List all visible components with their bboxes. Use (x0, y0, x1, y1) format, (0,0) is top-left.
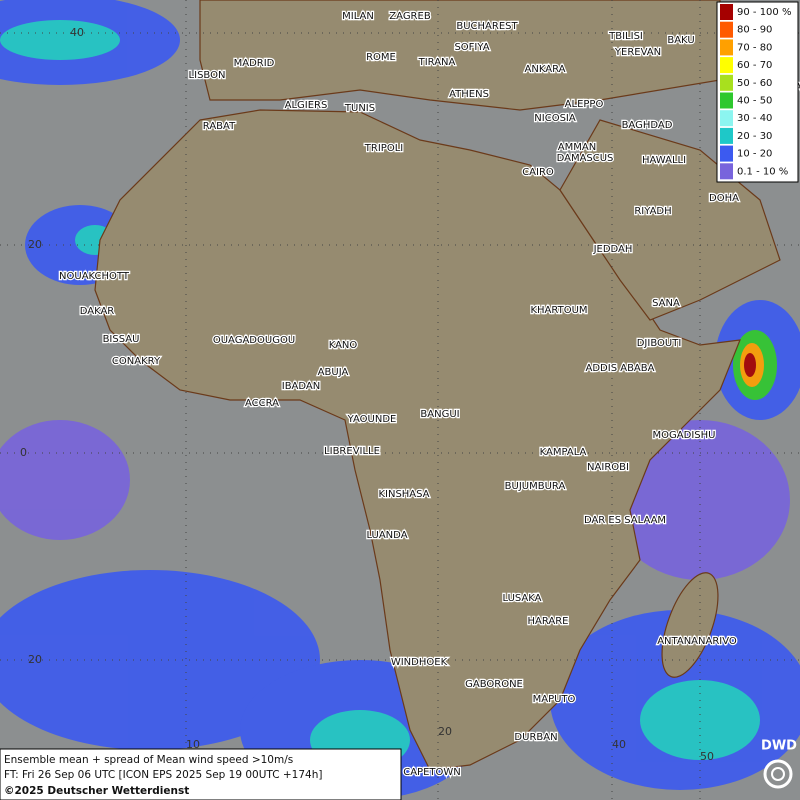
graticule-label: 50 (700, 750, 714, 763)
legend-label: 90 - 100 % (737, 7, 791, 18)
city-label: JEDDAH (593, 244, 633, 255)
legend-swatch (720, 92, 733, 109)
city-label: ROME (366, 52, 396, 63)
city-label: RIYADH (634, 206, 671, 217)
city-label: CAIRO (522, 167, 554, 178)
city-label: RABAT (203, 121, 236, 132)
city-label: TIRANA (418, 57, 456, 68)
city-label: ABUJA (318, 367, 349, 378)
legend-label: 30 - 40 (737, 113, 772, 124)
city-label: CONAKRY (112, 356, 161, 367)
city-label: KHARTOUM (530, 305, 587, 316)
city-label: HAWALLI (642, 155, 686, 166)
footer: Ensemble mean + spread of Mean wind spee… (0, 748, 402, 800)
city-label: IBADAN (282, 381, 321, 392)
city-label: BISSAU (103, 334, 140, 345)
logo-icon (771, 767, 785, 781)
logo: DWD (761, 739, 797, 789)
legend-swatch (720, 74, 733, 91)
city-label: SOFIYA (454, 42, 489, 53)
city-label: NICOSIA (534, 113, 576, 124)
city-label: HARARE (527, 616, 568, 627)
city-label: ANKARA (525, 64, 566, 75)
city-label: CAPETOWN (403, 767, 461, 778)
city-label: DOHA (709, 193, 739, 204)
legend-swatch (720, 4, 733, 20)
legend-label: 70 - 80 (737, 42, 772, 53)
city-label: ANTANANARIVO (657, 636, 737, 647)
city-label: BUJUMBURA (505, 481, 566, 492)
footer-box (0, 748, 402, 800)
city-label: YAOUNDE (347, 414, 397, 425)
city-label: MAPUTO (533, 694, 576, 705)
legend-swatch (720, 163, 733, 180)
city-label: KINSHASA (378, 489, 429, 500)
legend-label: 20 - 30 (737, 131, 772, 142)
city-label: BAKU (667, 35, 694, 46)
legend-swatch (720, 110, 733, 127)
city-label: BAGHDAD (622, 120, 673, 131)
legend-label: 60 - 70 (737, 60, 772, 71)
city-label: ATHENS (449, 89, 489, 100)
city-label: DAR ES SALAAM (584, 515, 666, 526)
graticule-label: 20 (28, 653, 42, 666)
city-label: NAIROBI (587, 462, 629, 473)
legend-label: 40 - 50 (737, 96, 772, 107)
city-label: DJIBOUTI (637, 338, 682, 349)
city-label: TRIPOLI (364, 143, 403, 154)
city-label: TUNIS (344, 103, 375, 114)
city-label: LIBREVILLE (324, 446, 380, 457)
legend-swatch (720, 57, 733, 74)
city-label: WINDHOEK (391, 657, 448, 668)
copyright: ©2025 Deutscher Wetterdienst (4, 785, 189, 797)
city-label: KAMPALA (540, 447, 587, 458)
legend-swatch (720, 21, 733, 38)
city-label: LISBON (189, 70, 226, 81)
city-label: AMMAN (558, 142, 596, 153)
city-label: TBILISI (608, 31, 643, 42)
city-label: ALEPPO (565, 99, 604, 110)
legend: 90 - 100 % 80 - 90 70 - 80 60 - 70 50 - 60 40… (716, 1, 799, 183)
city-label: MADRID (234, 58, 275, 69)
graticule-label: 20 (28, 238, 42, 251)
graticule-label: 40 (612, 738, 626, 751)
graticule-label: 20 (438, 725, 452, 738)
graticule-label: 10 (186, 738, 200, 751)
legend-label: 10 - 20 (737, 149, 772, 160)
legend-swatch (720, 127, 733, 144)
legend-label: 0.1 - 10 % (737, 166, 788, 177)
city-label: DURBAN (514, 732, 557, 743)
city-label: OUAGADOUGOU (213, 335, 295, 346)
city-label: BANGUI (420, 409, 459, 420)
graticule-label: 0 (20, 446, 27, 459)
city-label: MOGADISHU (653, 430, 716, 441)
city-label: SANA (652, 298, 680, 309)
logo-icon (763, 759, 793, 789)
graticule-label: 40 (70, 26, 84, 39)
city-label: MILAN (342, 11, 374, 22)
city-label: GABORONE (465, 679, 523, 690)
city-label: LUANDA (366, 530, 407, 541)
city-label: YEREVAN (614, 47, 661, 58)
city-label: DAKAR (80, 306, 115, 317)
footer-line: Ensemble mean + spread of Mean wind spee… (4, 754, 293, 766)
legend-label: 80 - 90 (737, 25, 772, 36)
city-label: ACCRA (245, 398, 279, 409)
legend-swatch (720, 39, 733, 56)
city-label: LUSAKA (503, 593, 542, 604)
city-label: NOUAKCHOTT (59, 271, 130, 282)
city-label: DAMASCUS (557, 153, 614, 164)
city-label: ADDIS ABABA (586, 363, 655, 374)
city-label: ALGIERS (285, 100, 328, 111)
logo-text: DWD (761, 739, 797, 754)
city-label: KANO (329, 340, 358, 351)
city-label: ZAGREB (389, 11, 431, 22)
legend-label: 50 - 60 (737, 78, 772, 89)
footer-line: FT: Fri 26 Sep 06 UTC [ICON EPS 2025 Sep… (4, 769, 322, 781)
legend-swatch (720, 145, 733, 162)
land (94, 0, 781, 771)
city-label: BUCHAREST (456, 21, 518, 32)
